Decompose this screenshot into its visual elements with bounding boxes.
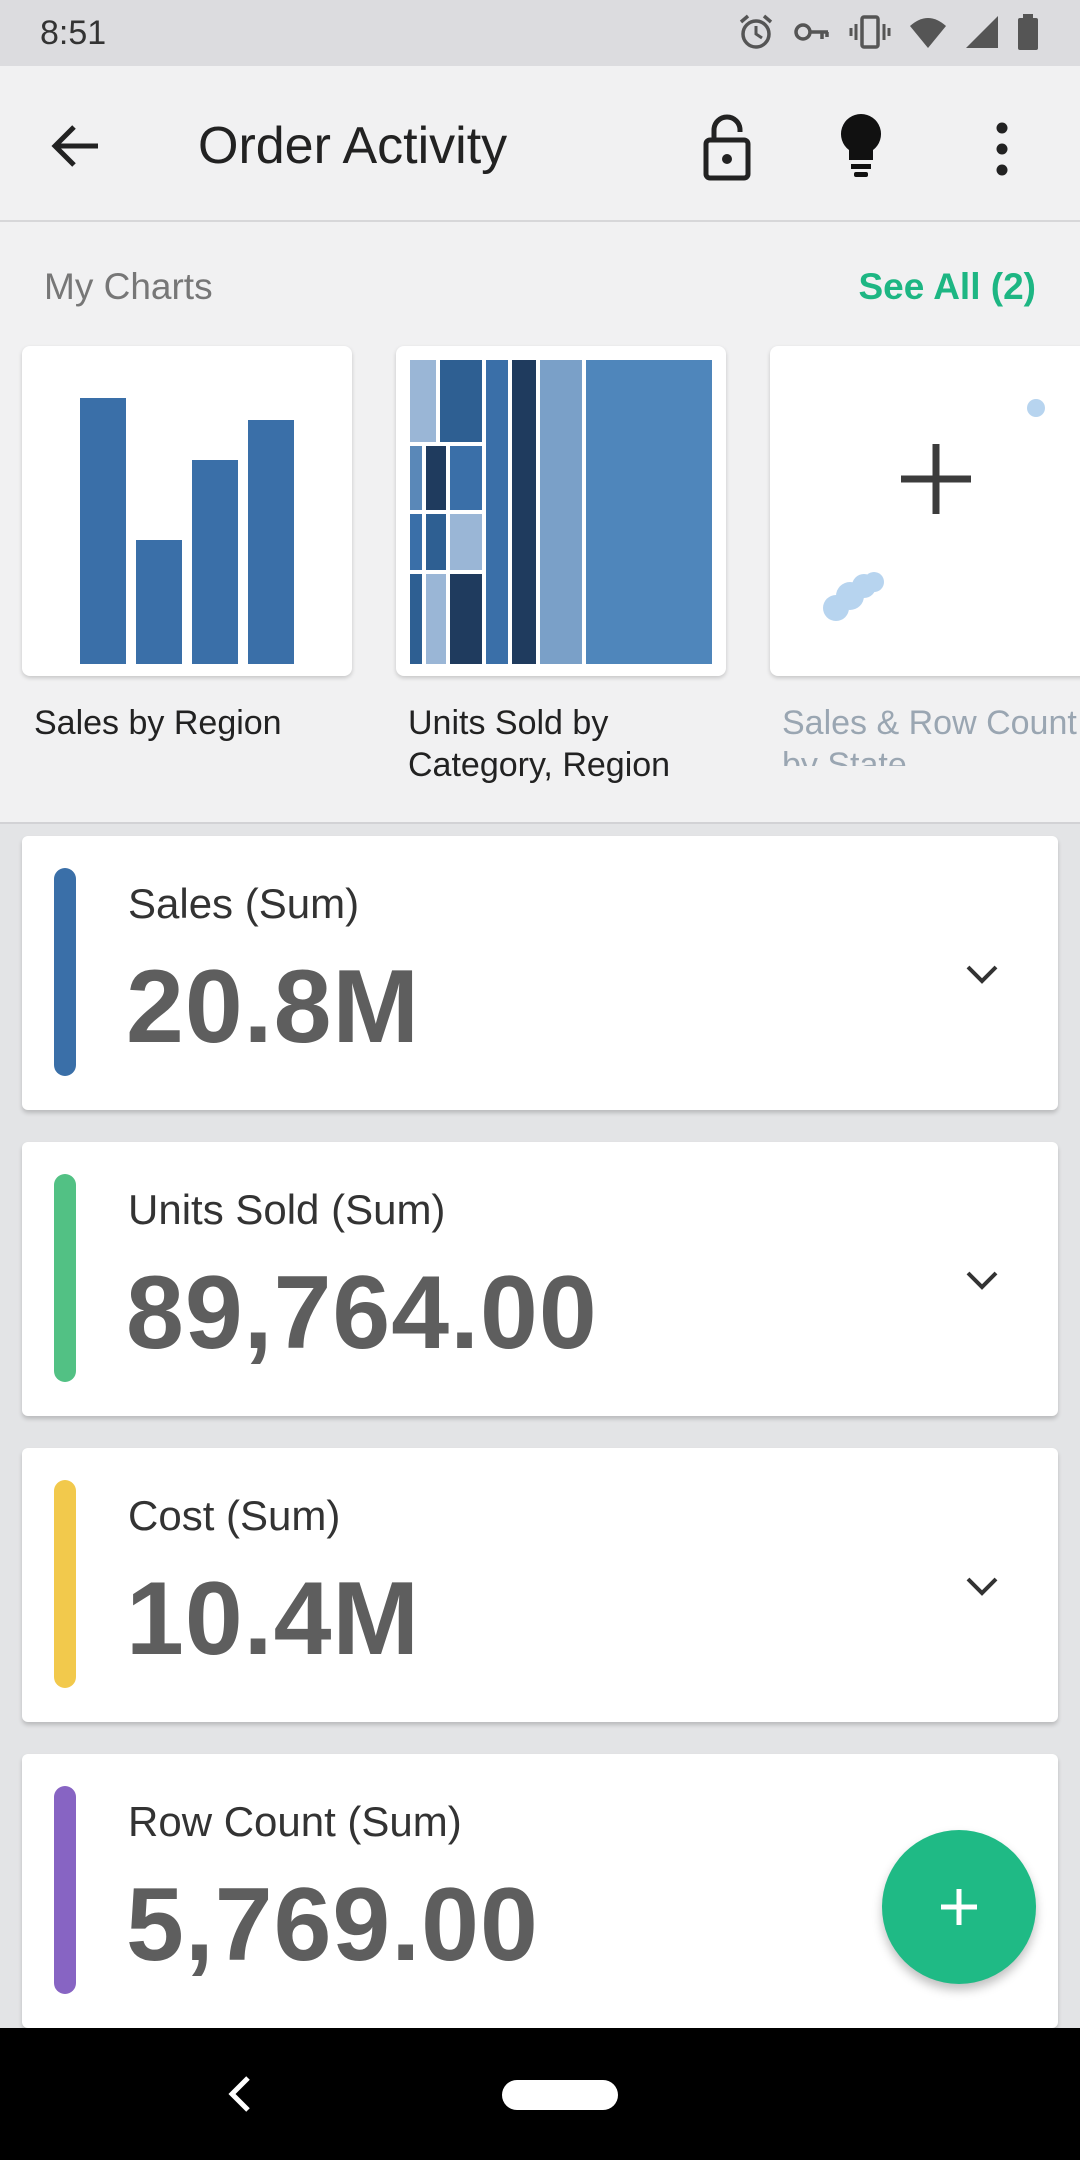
kpi-value: 20.8M (126, 949, 421, 1065)
chevron-down-icon[interactable] (962, 1260, 1002, 1300)
kpi-color-bar (54, 1174, 76, 1382)
system-nav-bar (0, 2028, 1080, 2160)
chart-label-line: Category, Region (408, 746, 671, 784)
nav-home-button[interactable] (502, 2080, 618, 2110)
kpi-color-bar (54, 868, 76, 1076)
alarm-icon (739, 14, 773, 49)
bar-chart-thumbnail-icon (80, 398, 294, 664)
status-icons (736, 12, 1040, 52)
chart-label-sales-row-count: Sales & Row Count by State (782, 702, 1080, 766)
chevron-down-icon[interactable] (962, 954, 1002, 994)
kpi-label: Cost (Sum) (128, 1492, 341, 1539)
chart-label-sales-by-region: Sales by Region (34, 704, 282, 742)
kpi-label: Units Sold (Sum) (128, 1186, 446, 1233)
lock-open-icon (703, 114, 751, 181)
plus-icon (901, 444, 971, 514)
kpi-value: 5,769.00 (126, 1867, 539, 1983)
chart-thumbnail-sales-by-region[interactable] (22, 346, 352, 676)
kpi-label: Sales (Sum) (128, 880, 360, 927)
kpi-label: Row Count (Sum) (128, 1798, 462, 1845)
wifi-icon (910, 18, 946, 48)
lightbulb-icon (841, 114, 881, 177)
chart-thumbnail-units-sold[interactable] (396, 346, 726, 676)
more-vert-icon (996, 122, 1008, 176)
page-title: Order Activity (198, 117, 508, 175)
nav-back-icon[interactable] (220, 2072, 260, 2116)
vibrate-icon (849, 15, 891, 49)
my-charts-section: My Charts See All (2) Sales by Region (0, 222, 1080, 824)
kpi-card-cost[interactable]: Cost (Sum) 10.4M (22, 1448, 1058, 1722)
plus-icon (941, 1889, 977, 1925)
status-bar: 8:51 (0, 0, 1080, 66)
back-button[interactable] (44, 114, 108, 178)
key-icon (794, 23, 829, 41)
kpi-color-bar (54, 1480, 76, 1688)
arrow-back-icon (51, 125, 98, 167)
kpi-card-units-sold[interactable]: Units Sold (Sum) 89,764.00 (22, 1142, 1058, 1416)
lock-button[interactable] (692, 108, 762, 184)
treemap-thumbnail-icon (410, 360, 712, 664)
status-time: 8:51 (40, 13, 107, 52)
scatter-thumbnail-icon (823, 399, 1045, 621)
app-bar: Order Activity (0, 66, 1080, 222)
more-options-button[interactable] (980, 114, 1024, 184)
chart-thumbnail-sales-row-count[interactable] (770, 346, 1080, 676)
chevron-down-icon[interactable] (962, 1566, 1002, 1606)
battery-icon (1018, 14, 1038, 50)
see-all-link[interactable]: See All (2) (858, 266, 1036, 307)
add-fab-button[interactable] (882, 1830, 1036, 1984)
chart-label-units-sold: Units Sold by Category, Region (408, 702, 670, 786)
my-charts-title: My Charts (44, 266, 213, 307)
kpi-value: 10.4M (126, 1561, 421, 1677)
chart-label-line: Sales & Row Count (782, 704, 1077, 742)
kpi-card-sales[interactable]: Sales (Sum) 20.8M (22, 836, 1058, 1110)
kpi-value: 89,764.00 (126, 1255, 598, 1371)
kpi-color-bar (54, 1786, 76, 1994)
signal-icon (966, 16, 998, 48)
insights-button[interactable] (826, 108, 896, 184)
chart-label-line: by State (782, 746, 907, 766)
chart-label-line: Units Sold by (408, 704, 609, 742)
